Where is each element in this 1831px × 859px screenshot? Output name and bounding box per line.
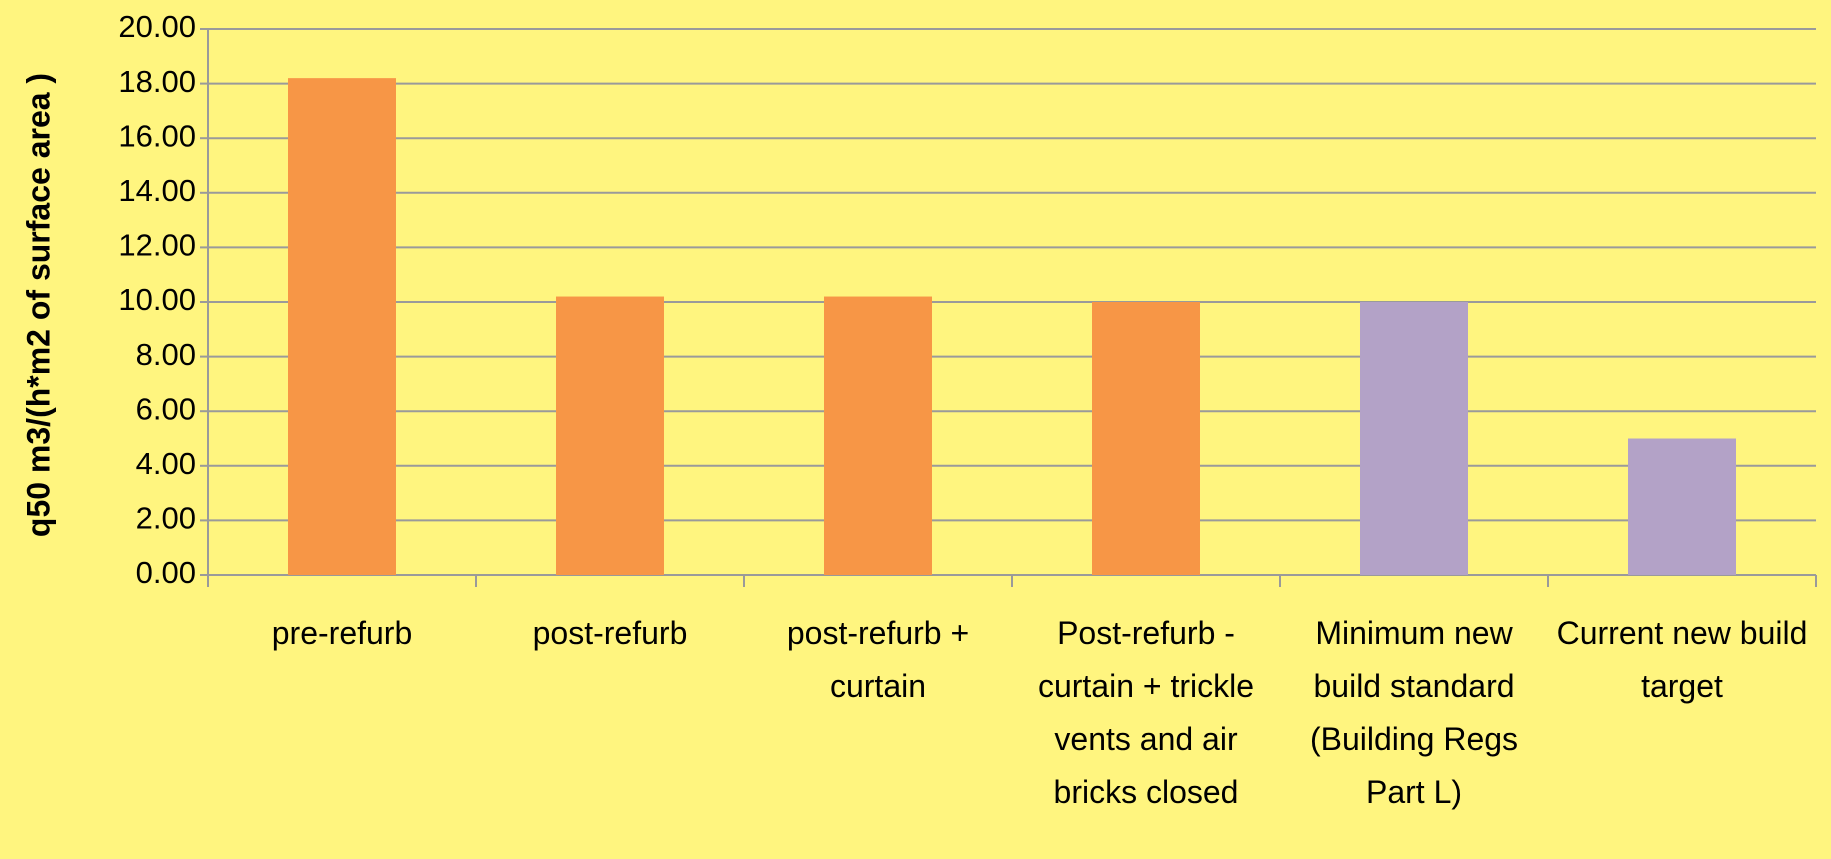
bar: [1628, 438, 1736, 575]
y-tick-label: 16.00: [118, 118, 196, 153]
y-tick-label: 8.00: [136, 337, 196, 372]
x-tick-label: pre-refurb: [271, 615, 413, 651]
x-tick-label: post-refurb + curtain: [786, 615, 970, 704]
bar: [288, 78, 396, 575]
y-tick-label: 6.00: [136, 391, 196, 426]
x-tick-label: post-refurb: [532, 615, 688, 651]
y-tick-label: 14.00: [118, 173, 196, 208]
bar: [556, 296, 664, 575]
y-tick-label: 4.00: [136, 446, 196, 481]
y-tick-label: 12.00: [118, 228, 196, 263]
y-tick-label: 18.00: [118, 64, 196, 99]
y-tick-label: 10.00: [118, 282, 196, 317]
x-tick-label: Current new build target: [1556, 615, 1808, 704]
x-tick-label: Minimum new build standard (Building Reg…: [1309, 615, 1519, 810]
bar: [1360, 302, 1468, 575]
x-tick-label: Post-refurb - curtain + trickle vents an…: [1037, 615, 1255, 810]
y-tick-label: 2.00: [136, 501, 196, 536]
y-axis-label: q50 m3/(h*m2 of surface area ): [20, 73, 56, 537]
y-tick-label: 0.00: [136, 555, 196, 590]
bar: [824, 296, 932, 575]
bar: [1092, 302, 1200, 575]
y-tick-label: 20.00: [118, 9, 196, 44]
